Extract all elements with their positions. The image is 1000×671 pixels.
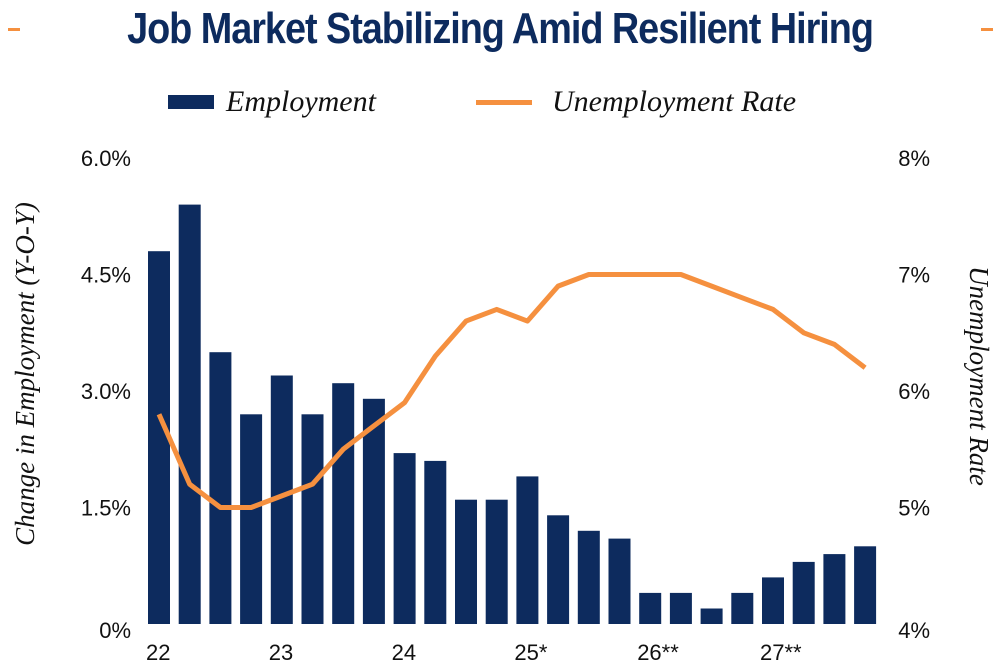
legend-swatch-employment (168, 95, 214, 109)
bar-employment-22Q4 (240, 414, 263, 624)
bar-employment-27Q4 (854, 546, 877, 624)
right-tick-label: 8% (898, 146, 930, 171)
legend-item-employment: Employment (168, 80, 376, 124)
right-tick-label: 7% (898, 263, 930, 288)
bar-employment-22Q3 (209, 352, 232, 624)
right-tick-label: 5% (898, 496, 930, 521)
left-axis-title: Change in Employment (Y-O-Y) (10, 202, 40, 546)
bar-employment-27Q3 (823, 554, 846, 624)
right-tick-label: 4% (898, 618, 930, 643)
legend-label-employment: Employment (226, 85, 376, 118)
bar-employment-23Q1 (270, 375, 293, 624)
bar-employment-22Q1 (148, 251, 170, 624)
x-axis-ticks: 22 23 24 25* 26** 27** (146, 640, 802, 665)
title-dash-right (981, 28, 993, 31)
bar-employment-23Q4 (362, 398, 385, 624)
right-axis-title: Unemployment Rate (964, 266, 994, 486)
left-tick-label: 4.5% (81, 263, 131, 288)
bar-employment-26Q2 (669, 592, 692, 624)
bar-employment-24Q1 (393, 453, 416, 624)
right-axis-ticks: 4% 5% 6% 7% 8% (898, 146, 930, 643)
line-unemployment-rate (156, 272, 867, 510)
bar-employment-22Q2 (178, 204, 201, 624)
legend-swatch-unemployment-rate (476, 99, 532, 105)
bar-employment-23Q3 (332, 383, 355, 624)
left-tick-label: 1.5% (81, 496, 131, 521)
bar-employment-24Q4 (485, 499, 508, 624)
bar-employment-26Q3 (700, 608, 723, 624)
bar-employment-25Q1 (516, 476, 539, 624)
left-tick-label: 3.0% (81, 379, 131, 404)
bar-employment-25Q3 (577, 530, 600, 624)
bar-employment-23Q2 (301, 414, 324, 624)
x-tick-label: 24 (392, 640, 416, 665)
title-row: Job Market Stabilizing Amid Resilient Hi… (0, 0, 1000, 64)
legend: Employment Unemployment Rate (0, 80, 1000, 124)
right-tick-label: 6% (898, 379, 930, 404)
x-tick-label: 22 (146, 640, 170, 665)
left-tick-label: 0% (99, 618, 131, 643)
legend-item-unemployment-rate: Unemployment Rate (476, 80, 796, 124)
bar-series-employment (148, 204, 877, 624)
line-series-unemployment-rate (156, 272, 867, 510)
x-tick-label: 27** (760, 640, 802, 665)
bar-employment-24Q2 (424, 460, 447, 624)
bar-employment-24Q3 (455, 499, 477, 624)
title-dash-left (8, 28, 20, 31)
bar-employment-25Q4 (608, 538, 631, 624)
bar-employment-26Q1 (639, 592, 662, 624)
legend-label-unemployment-rate: Unemployment Rate (552, 85, 797, 118)
x-tick-label: 25* (514, 640, 547, 665)
left-axis-ticks: 0% 1.5% 3.0% 4.5% 6.0% (81, 146, 131, 643)
x-tick-label: 23 (269, 640, 293, 665)
bar-employment-27Q1 (762, 577, 784, 624)
bar-employment-27Q2 (792, 561, 815, 624)
left-tick-label: 6.0% (81, 146, 131, 171)
bar-employment-26Q4 (731, 592, 754, 624)
chart-title: Job Market Stabilizing Amid Resilient Hi… (127, 4, 874, 53)
bar-employment-25Q2 (547, 515, 570, 624)
x-tick-label: 26** (637, 640, 679, 665)
